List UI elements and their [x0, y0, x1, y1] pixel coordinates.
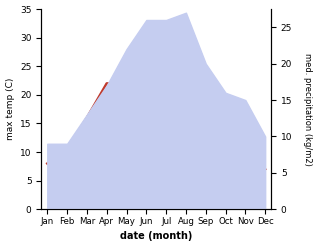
X-axis label: date (month): date (month) [120, 231, 192, 242]
Y-axis label: max temp (C): max temp (C) [5, 78, 15, 140]
Y-axis label: med. precipitation (kg/m2): med. precipitation (kg/m2) [303, 53, 313, 165]
